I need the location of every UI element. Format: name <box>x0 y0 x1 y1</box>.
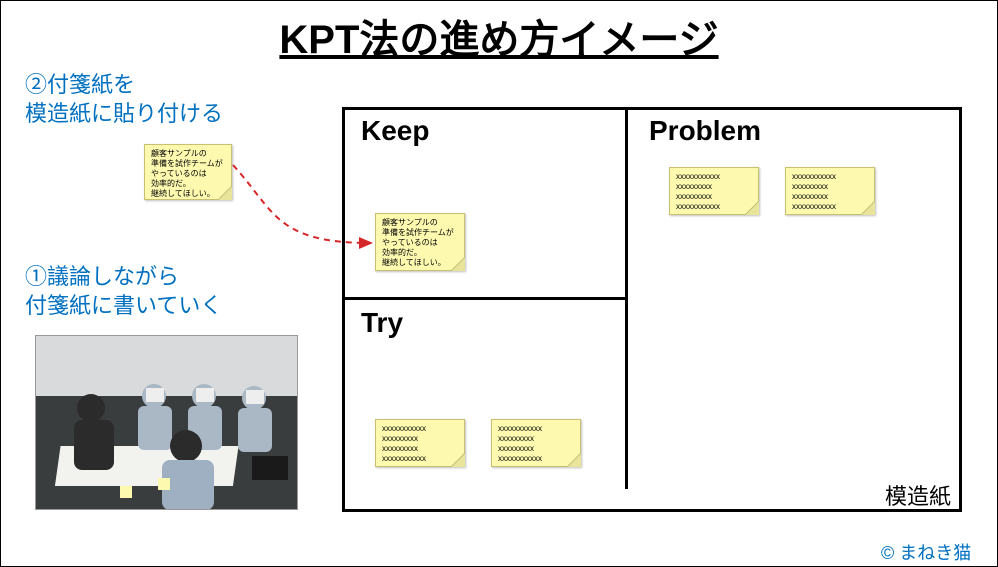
step1-line1: ①議論しながら <box>25 264 179 289</box>
sticky-line: xxxxxxxxxxx <box>382 454 426 463</box>
sticky-line: xxxxxxxxxxx <box>382 424 426 433</box>
sticky-note-outside: 顧客サンプルの 準備を試作チームが やっているのは 効率的だ。 継続してほしい。 <box>144 144 232 200</box>
sticky-note-try-a: xxxxxxxxxxx xxxxxxxxx xxxxxxxxx xxxxxxxx… <box>375 419 465 467</box>
sticky-line: xxxxxxxxx <box>382 444 418 453</box>
step2-label: ②付箋紙を 模造紙に貼り付ける <box>25 71 223 128</box>
sticky-line: xxxxxxxxx <box>676 192 712 201</box>
sticky-line: 準備を試作チームが <box>151 159 223 168</box>
step2-line2: 模造紙に貼り付ける <box>25 101 223 126</box>
sticky-line: 顧客サンプルの <box>382 218 438 227</box>
sticky-line: 効率的だ。 <box>382 248 422 257</box>
board-caption: 模造紙 <box>885 479 951 511</box>
step2-line1: ②付箋紙を <box>25 72 135 97</box>
sticky-line: xxxxxxxxxxx <box>498 424 542 433</box>
sticky-line: xxxxxxxxxxx <box>792 202 836 211</box>
sticky-line: xxxxxxxxxxx <box>792 172 836 181</box>
sticky-line: xxxxxxxxx <box>382 434 418 443</box>
sticky-line: xxxxxxxxx <box>498 444 534 453</box>
board-divider-horizontal <box>344 297 626 300</box>
sticky-note-problem-a: xxxxxxxxxxx xxxxxxxxx xxxxxxxxx xxxxxxxx… <box>669 167 759 215</box>
sticky-note-try-b: xxxxxxxxxxx xxxxxxxxx xxxxxxxxx xxxxxxxx… <box>491 419 581 467</box>
sticky-line: 継続してほしい。 <box>382 258 446 267</box>
sticky-line: xxxxxxxxx <box>792 192 828 201</box>
step1-line2: 付箋紙に書いていく <box>25 293 222 318</box>
step1-label: ①議論しながら 付箋紙に書いていく <box>25 263 222 320</box>
sticky-line: xxxxxxxxx <box>792 182 828 191</box>
sticky-line: やっているのは <box>151 169 207 178</box>
keep-label: Keep <box>361 115 429 147</box>
sticky-line: xxxxxxxxxxx <box>676 172 720 181</box>
sticky-line: xxxxxxxxxxx <box>676 202 720 211</box>
sticky-line: 顧客サンプルの <box>151 149 207 158</box>
sticky-note-problem-b: xxxxxxxxxxx xxxxxxxxx xxxxxxxxx xxxxxxxx… <box>785 167 875 215</box>
credit: © まねき猫 <box>881 539 971 565</box>
problem-label: Problem <box>649 115 761 147</box>
sticky-line: やっているのは <box>382 238 438 247</box>
meeting-photo <box>35 335 298 510</box>
sticky-line: 準備を試作チームが <box>382 228 454 237</box>
sticky-note-keep: 顧客サンプルの 準備を試作チームが やっているのは 効率的だ。 継続してほしい。 <box>375 213 465 271</box>
sticky-line: 継続してほしい。 <box>151 189 215 198</box>
page-title: KPT法の進め方イメージ <box>1 7 997 65</box>
sticky-line: xxxxxxxxxxx <box>498 454 542 463</box>
sticky-line: 効率的だ。 <box>151 179 191 188</box>
sticky-line: xxxxxxxxx <box>676 182 712 191</box>
try-label: Try <box>361 307 403 339</box>
sticky-line: xxxxxxxxx <box>498 434 534 443</box>
